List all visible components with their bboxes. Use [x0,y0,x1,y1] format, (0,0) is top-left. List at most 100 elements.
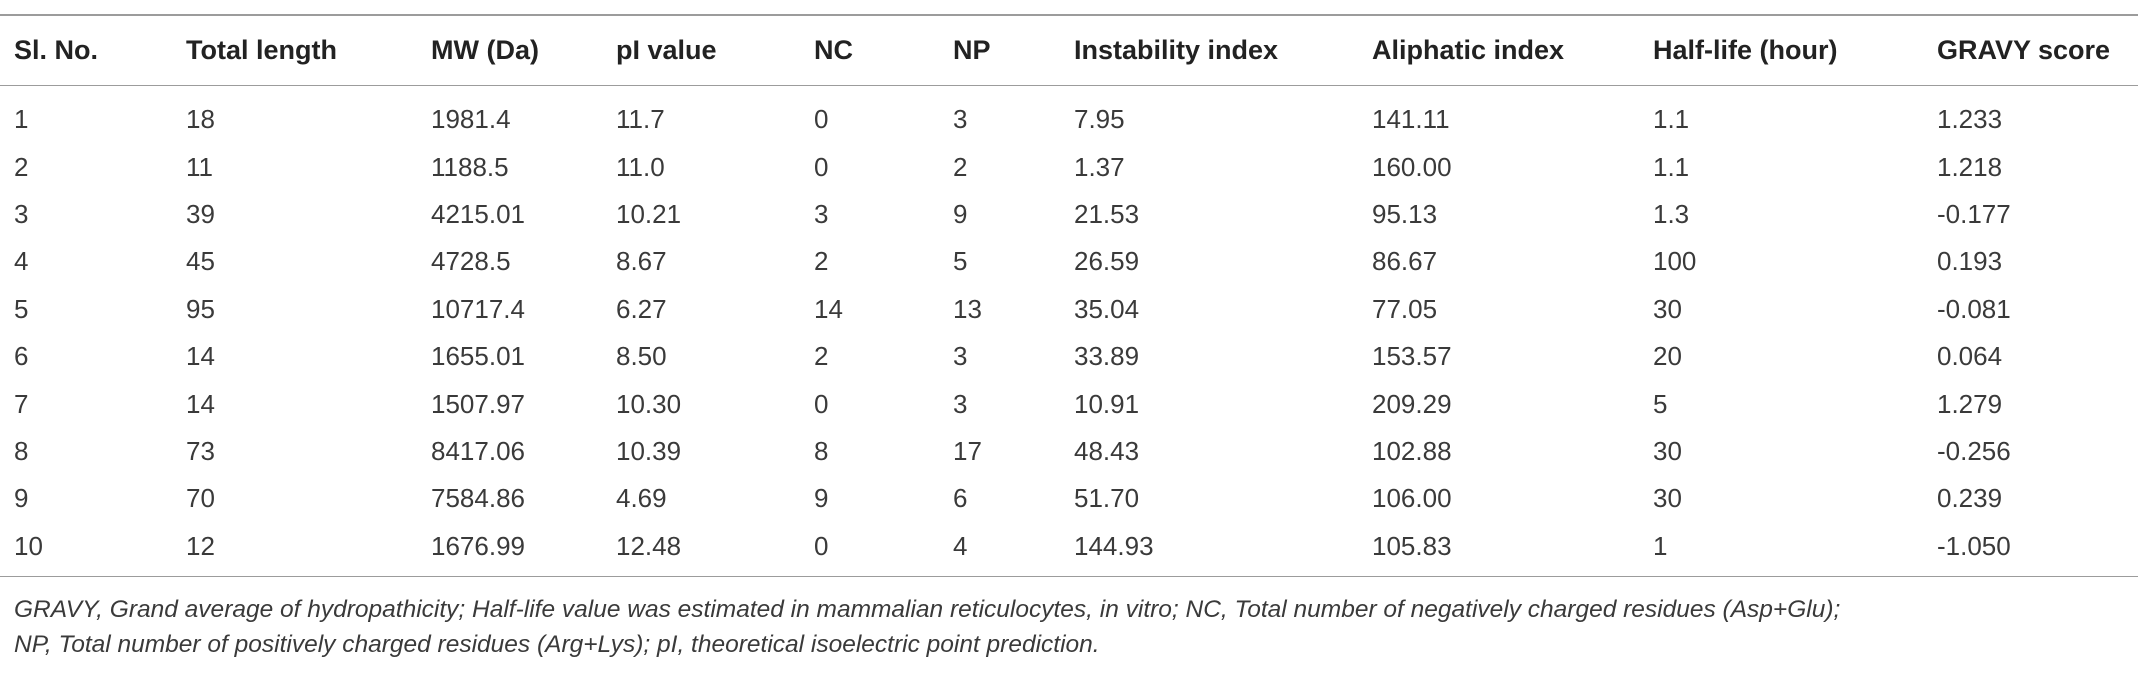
cell-mw: 1188.5 [431,151,509,182]
cell-half-life: 30 [1653,435,1682,466]
cell-mw: 8417.06 [431,435,525,466]
cell-np: 5 [953,246,968,277]
table-row: 7 14 1507.97 10.30 0 3 10.91 209.29 5 1.279 [0,380,2138,427]
cell-aliphatic-index: 141.11 [1372,104,1450,135]
table-row: 1 18 1981.4 11.7 0 3 7.95 141.11 1.1 1.233 [0,86,2138,144]
table-row: 10 12 1676.99 12.48 0 4 144.93 105.83 1 -1.050 [0,523,2138,577]
cell-np: 3 [953,341,968,372]
cell-aliphatic-index: 95.13 [1372,198,1438,229]
cell-mw: 4728.5 [431,246,511,277]
table-row: 6 14 1655.01 8.50 2 3 33.89 153.57 20 0.064 [0,333,2138,380]
header-mw: MW (Da) [431,35,539,65]
cell-aliphatic-index: 102.88 [1372,435,1452,466]
cell-instability-index: 35.04 [1074,293,1140,324]
cell-gravy-score: 0.064 [1937,341,2003,372]
cell-half-life: 5 [1653,388,1668,419]
header-half-life: Half-life (hour) [1653,35,1838,65]
footnote-line-2: NP, Total number of positively charged r… [14,631,1100,658]
table-row: 8 73 8417.06 10.39 8 17 48.43 102.88 30 -0.256 [0,428,2138,475]
cell-total-length: 11 [186,151,213,182]
header-gravy-score: GRAVY score [1937,35,2111,65]
cell-np: 3 [953,104,968,135]
cell-total-length: 45 [186,246,215,277]
header-row: Sl. No. Total length MW (Da) pI value NC… [0,15,2138,86]
header-instability-index: Instability index [1074,35,1279,65]
cell-nc: 14 [814,293,843,324]
cell-nc: 2 [814,341,829,372]
cell-pi-value: 11.0 [616,151,665,182]
cell-pi-value: 8.67 [616,246,667,277]
cell-mw: 4215.01 [431,198,525,229]
header-aliphatic-index: Aliphatic index [1372,35,1565,65]
header-sl-no: Sl. No. [14,35,99,65]
cell-mw: 1507.97 [431,388,525,419]
cell-aliphatic-index: 209.29 [1372,388,1452,419]
cell-instability-index: 51.70 [1074,483,1140,514]
cell-sl-no: 9 [14,483,29,514]
cell-sl-no: 7 [14,388,29,419]
cell-gravy-score: -0.081 [1937,293,2011,324]
table-row: 4 45 4728.5 8.67 2 5 26.59 86.67 100 0.193 [0,238,2138,285]
cell-np: 6 [953,483,968,514]
cell-mw: 1676.99 [431,530,525,561]
cell-sl-no: 3 [14,198,29,229]
cell-np: 17 [953,435,982,466]
cell-np: 2 [953,151,968,182]
cell-gravy-score: 0.193 [1937,246,2003,277]
cell-half-life: 20 [1653,341,1682,372]
cell-half-life: 1 [1653,530,1668,561]
cell-instability-index: 1.37 [1074,151,1125,182]
cell-total-length: 18 [186,104,215,135]
table-header: Sl. No. Total length MW (Da) pI value NC… [0,15,2138,86]
cell-gravy-score: 0.239 [1937,483,2003,514]
cell-nc: 0 [814,151,829,182]
cell-total-length: 14 [186,341,215,372]
cell-aliphatic-index: 153.57 [1372,341,1452,372]
table-footnote: GRAVY, Grand average of hydropathicity; … [14,592,2124,662]
cell-mw: 1981.4 [431,104,511,135]
table-row: 3 39 4215.01 10.21 3 9 21.53 95.13 1.3 -0.177 [0,191,2138,238]
cell-total-length: 73 [186,435,215,466]
cell-gravy-score: 1.233 [1937,104,2003,135]
cell-gravy-score: 1.279 [1937,388,2003,419]
cell-total-length: 39 [186,198,215,229]
cell-nc: 2 [814,246,829,277]
cell-mw: 1655.01 [431,341,525,372]
table-row: 5 95 10717.4 6.27 14 13 35.04 77.05 30 -0.081 [0,286,2138,333]
cell-np: 4 [953,530,968,561]
cell-np: 9 [953,198,968,229]
footnote-line-1: GRAVY, Grand average of hydropathicity; … [14,596,1841,623]
cell-aliphatic-index: 86.67 [1372,246,1438,277]
cell-gravy-score: 1.218 [1937,151,2003,182]
header-nc: NC [814,35,853,65]
cell-instability-index: 33.89 [1074,341,1140,372]
cell-aliphatic-index: 77.05 [1372,293,1438,324]
cell-sl-no: 4 [14,246,29,277]
cell-instability-index: 10.91 [1074,388,1140,419]
cell-gravy-score: -1.050 [1937,530,2011,561]
table-row: 2 11 1188.5 11.0 0 2 1.37 160.00 1.1 1.218 [0,143,2138,190]
cell-sl-no: 6 [14,341,29,372]
data-table: Sl. No. Total length MW (Da) pI value NC… [0,14,2138,577]
cell-instability-index: 26.59 [1074,246,1140,277]
cell-np: 3 [953,388,968,419]
cell-pi-value: 11.7 [616,104,665,135]
cell-total-length: 95 [186,293,215,324]
header-total-length: Total length [186,35,337,65]
cell-half-life: 30 [1653,293,1682,324]
cell-nc: 8 [814,435,829,466]
cell-pi-value: 12.48 [616,530,682,561]
cell-gravy-score: -0.177 [1937,198,2011,229]
header-pi-value: pI value [616,35,717,65]
cell-half-life: 100 [1653,246,1697,277]
cell-half-life: 1.1 [1653,151,1690,182]
cell-mw: 10717.4 [431,293,525,324]
cell-total-length: 12 [186,530,215,561]
cell-half-life: 1.3 [1653,198,1690,229]
cell-half-life: 1.1 [1653,104,1690,135]
cell-pi-value: 4.69 [616,483,667,514]
cell-mw: 7584.86 [431,483,525,514]
cell-aliphatic-index: 105.83 [1372,530,1452,561]
cell-sl-no: 5 [14,293,29,324]
